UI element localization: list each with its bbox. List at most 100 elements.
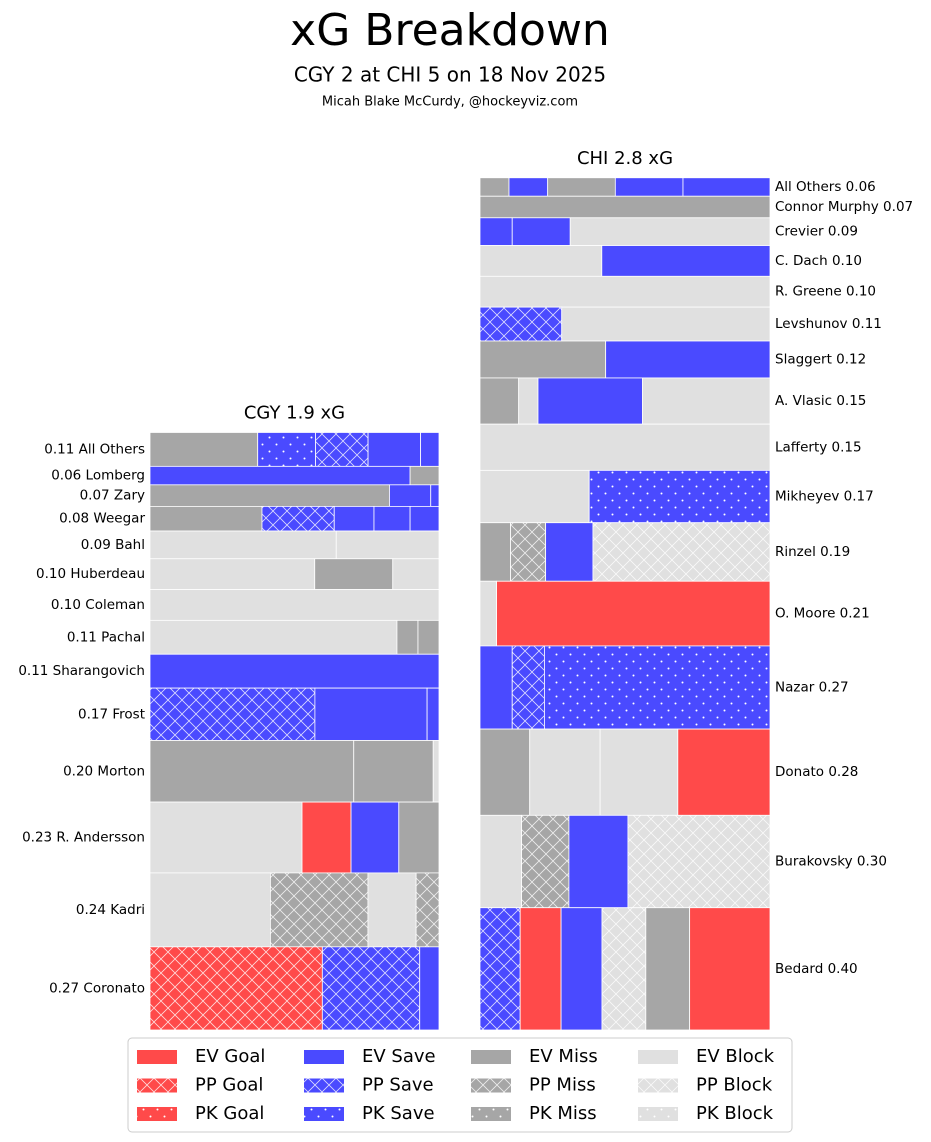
player-label: 0.06 Lomberg	[51, 468, 145, 484]
shot-segment	[599, 728, 679, 816]
shot-segment	[479, 907, 521, 1031]
shot-segment	[592, 522, 771, 582]
player-label: Rinzel 0.19	[775, 544, 850, 560]
shot-segment	[479, 245, 603, 277]
player-label: Bedard 0.40	[775, 961, 858, 977]
player-label: Mikheyev 0.17	[775, 489, 874, 505]
shot-segment	[367, 872, 417, 948]
shot-segment	[409, 505, 440, 532]
shot-segment	[420, 432, 440, 467]
shot-segment	[479, 217, 513, 246]
shot-segment	[314, 558, 394, 590]
player-label: 0.11 Sharangovich	[18, 663, 145, 679]
shot-segment	[261, 505, 335, 532]
shot-segment	[335, 530, 440, 560]
shot-segment	[389, 484, 432, 507]
shot-segment	[479, 306, 563, 342]
shot-segment	[544, 645, 771, 730]
legend-label: EV Block	[696, 1046, 775, 1067]
legend-label: EV Miss	[529, 1046, 598, 1067]
player-label: Lafferty 0.15	[775, 439, 862, 455]
legend-label: PP Goal	[195, 1075, 263, 1096]
shot-segment	[396, 619, 419, 655]
shot-segment	[479, 423, 771, 471]
shot-segment	[149, 484, 390, 507]
legend-box	[127, 1037, 793, 1133]
player-label: 0.11 All Others	[44, 441, 145, 457]
shot-segment	[537, 377, 643, 425]
player-label: 0.10 Coleman	[51, 597, 145, 613]
chart-subtitle: CGY 2 at CHI 5 on 18 Nov 2025	[294, 63, 606, 87]
shot-segment	[409, 465, 440, 486]
shot-segment	[432, 740, 440, 803]
player-label: R. Greene 0.10	[775, 284, 876, 300]
shot-segment	[149, 432, 259, 467]
shot-segment	[149, 946, 323, 1031]
shot-segment	[419, 946, 440, 1031]
shot-segment	[417, 619, 440, 655]
legend-swatch	[137, 1107, 177, 1121]
legend-label: PP Save	[362, 1075, 434, 1096]
player-label: 0.08 Weegar	[59, 511, 145, 527]
shot-segment	[560, 907, 603, 1031]
shot-segment	[367, 432, 422, 467]
shot-segment	[479, 340, 607, 379]
player-label: 0.24 Kadri	[76, 902, 145, 918]
chart-credit: Micah Blake McCurdy, @hockeyviz.com	[322, 95, 578, 110]
shot-segment	[350, 801, 400, 874]
legend-swatch	[471, 1078, 511, 1093]
shot-segment	[149, 465, 411, 486]
shot-segment	[415, 872, 440, 948]
shot-segment	[426, 687, 440, 741]
legend-label: PP Miss	[529, 1075, 596, 1096]
shot-segment	[149, 505, 263, 532]
legend-swatch	[638, 1107, 678, 1121]
shot-segment	[149, 530, 337, 560]
shot-segment	[257, 432, 316, 467]
player-label: 0.27 Coronato	[49, 980, 145, 996]
legend-label: PK Block	[696, 1103, 774, 1124]
shot-segment	[321, 946, 421, 1031]
legend-label: PK Save	[362, 1103, 435, 1124]
shot-segment	[561, 306, 771, 342]
shot-segment	[353, 740, 434, 803]
shot-segment	[521, 814, 570, 909]
shot-segment	[547, 177, 616, 197]
shot-segment	[627, 814, 771, 909]
legend-label: PK Miss	[529, 1103, 597, 1124]
player-label: Donato 0.28	[775, 764, 858, 780]
shot-segment	[479, 814, 522, 909]
legend-swatch	[638, 1050, 678, 1064]
player-label: 0.17 Frost	[78, 706, 145, 722]
shot-segment	[373, 505, 411, 532]
shot-segment	[479, 275, 771, 308]
legend-label: PK Goal	[195, 1103, 264, 1124]
shot-segment	[430, 484, 440, 507]
shot-segment	[479, 377, 520, 425]
shot-segment	[149, 619, 398, 655]
shot-segment	[479, 195, 771, 219]
legend-label: PP Block	[696, 1075, 773, 1096]
legend-swatch	[304, 1050, 344, 1064]
shot-segment	[479, 645, 513, 730]
shot-segment	[677, 728, 771, 816]
shot-segment	[149, 740, 355, 803]
player-label: 0.20 Morton	[63, 763, 145, 779]
shot-segment	[529, 728, 601, 816]
shot-segment	[314, 687, 428, 741]
shot-segment	[398, 801, 440, 874]
player-label: O. Moore 0.21	[775, 606, 870, 622]
shot-segment	[569, 217, 771, 246]
shot-segment	[645, 907, 691, 1031]
legend-swatch	[304, 1078, 344, 1093]
shot-segment	[479, 469, 590, 524]
shot-segment	[568, 814, 629, 909]
shot-segment	[642, 377, 771, 425]
legend-swatch	[471, 1050, 511, 1064]
shot-segment	[301, 801, 352, 874]
shot-segment	[149, 589, 440, 621]
shot-segment	[511, 645, 545, 730]
shot-segment	[545, 522, 594, 582]
shot-segment	[601, 245, 771, 277]
